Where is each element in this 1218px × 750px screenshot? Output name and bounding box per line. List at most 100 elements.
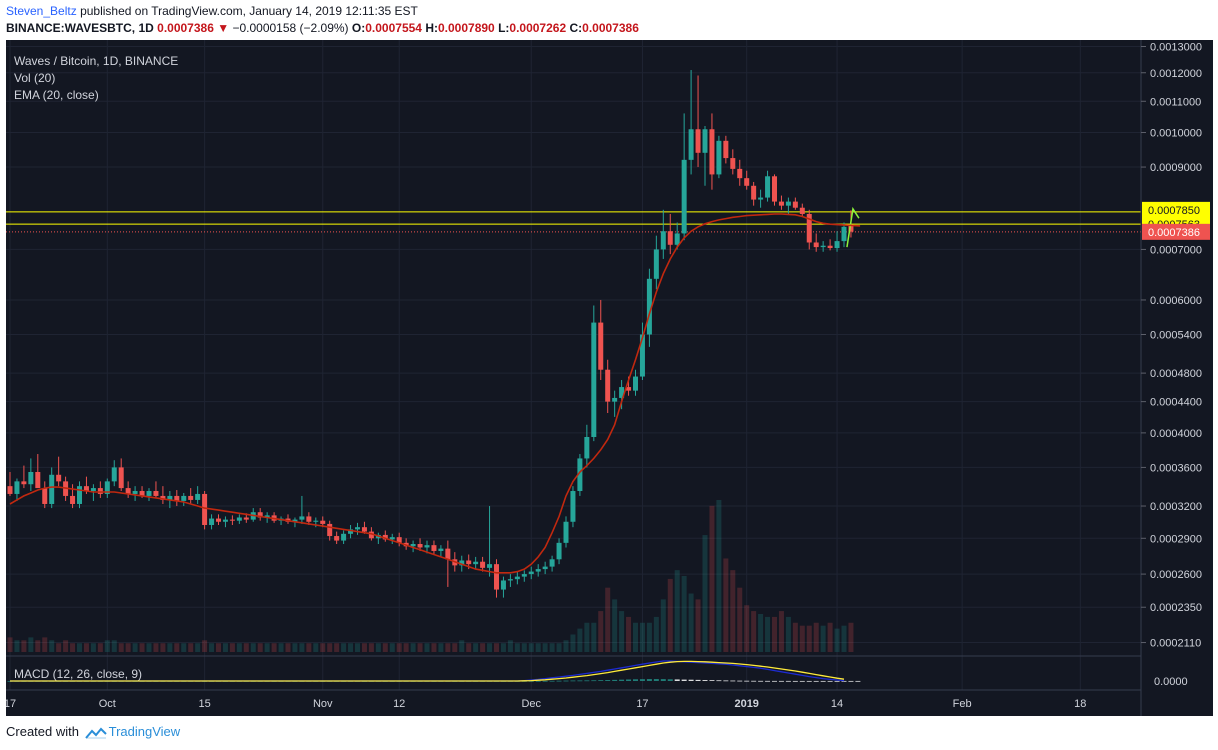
candle-body bbox=[570, 491, 576, 522]
volume-bar bbox=[320, 643, 326, 652]
candle-body bbox=[528, 571, 534, 575]
volume-bar bbox=[633, 622, 638, 652]
candle-body bbox=[257, 512, 263, 518]
candle-body bbox=[445, 548, 451, 560]
volume-bar bbox=[28, 637, 34, 652]
candle-body bbox=[639, 334, 645, 377]
candle-body bbox=[841, 226, 847, 242]
macd-histogram-bar bbox=[716, 680, 722, 682]
candle-body bbox=[723, 140, 729, 159]
volume-bar bbox=[667, 578, 673, 652]
volume-bar bbox=[361, 643, 367, 652]
macd-pane bbox=[7, 660, 861, 682]
candle-body bbox=[97, 488, 103, 494]
candle-body bbox=[459, 560, 465, 566]
candle-body bbox=[827, 245, 833, 249]
close-label: C: bbox=[569, 21, 583, 35]
volume-bar bbox=[500, 643, 506, 652]
candle-body bbox=[681, 159, 687, 234]
candle-body bbox=[313, 520, 319, 522]
volume-bar bbox=[563, 640, 569, 652]
macd-histogram-bar bbox=[598, 680, 604, 681]
volume-bar bbox=[139, 643, 145, 652]
candle-body bbox=[83, 486, 89, 492]
candle-body bbox=[42, 488, 48, 504]
candle-body bbox=[236, 517, 242, 521]
macd-histogram-bar bbox=[799, 680, 805, 682]
volume-bar bbox=[459, 640, 465, 652]
candle-body bbox=[598, 322, 604, 370]
volume-bar bbox=[466, 643, 472, 652]
volume-bar bbox=[229, 643, 235, 652]
y-tick-label: 0.0004400 bbox=[1150, 397, 1202, 409]
macd-histogram-bar bbox=[785, 680, 791, 682]
candle-body bbox=[619, 387, 625, 398]
candle-body bbox=[104, 481, 110, 494]
candle-body bbox=[605, 369, 611, 402]
volume-bar bbox=[841, 625, 847, 652]
volume-bar bbox=[535, 643, 541, 652]
legend-macd: MACD (12, 26, close, 9) bbox=[14, 667, 142, 681]
chart-container[interactable]: 0.0013000 0.0012000 0.0011000 0.0010000 0.00… bbox=[6, 40, 1213, 716]
volume-bar bbox=[209, 643, 215, 652]
candle-body bbox=[327, 523, 333, 537]
candle-body bbox=[174, 495, 180, 501]
volume-bar bbox=[765, 616, 771, 652]
down-arrow-icon: ▼ bbox=[217, 21, 230, 35]
ema-line bbox=[9, 213, 861, 574]
candle-body bbox=[834, 241, 840, 249]
high-value: 0.0007890 bbox=[437, 21, 495, 35]
volume-bar bbox=[542, 643, 548, 652]
author-link[interactable]: Steven_Beltz bbox=[6, 4, 77, 18]
candle-body bbox=[556, 542, 562, 560]
volume-bar bbox=[348, 643, 354, 652]
volume-bar bbox=[417, 643, 423, 652]
volume-bar bbox=[278, 643, 284, 652]
tradingview-logo-icon bbox=[84, 727, 107, 739]
volume-bar bbox=[681, 576, 687, 652]
y-tick-label: 0.0002350 bbox=[1150, 602, 1202, 614]
macd-histogram-bar bbox=[834, 680, 840, 682]
price-label-text: 0.0007386 bbox=[1148, 227, 1200, 239]
volume-bar bbox=[653, 616, 659, 652]
candle-body bbox=[806, 213, 812, 243]
candles bbox=[7, 70, 860, 598]
volume-bar bbox=[195, 643, 201, 652]
volume-bar bbox=[216, 643, 221, 652]
volume-bar bbox=[97, 643, 103, 652]
volume-bar bbox=[167, 643, 173, 652]
volume-bar bbox=[146, 643, 152, 652]
x-tick-label: 12 bbox=[393, 698, 405, 710]
candle-body bbox=[146, 491, 152, 496]
volume-bar bbox=[111, 640, 117, 652]
price-change: −0.0000158 (−2.09%) bbox=[232, 21, 349, 35]
candle-body bbox=[90, 488, 96, 492]
price-axis[interactable]: 0.0013000 0.0012000 0.0011000 0.0010000 0.00… bbox=[1141, 42, 1202, 688]
volume-bar bbox=[723, 558, 729, 652]
volume-bar bbox=[639, 622, 645, 652]
volume-bar bbox=[35, 640, 41, 652]
candle-body bbox=[424, 545, 430, 548]
volume-bar bbox=[355, 643, 360, 652]
candle-body bbox=[751, 185, 757, 200]
horizontal-lines bbox=[6, 211, 1141, 233]
y-tick-label: 0.0002900 bbox=[1150, 533, 1202, 545]
macd-histogram-bar bbox=[688, 679, 694, 681]
macd-histogram-bar bbox=[702, 680, 708, 681]
candle-body bbox=[209, 518, 215, 526]
volume-bar bbox=[327, 643, 333, 652]
volume-bar bbox=[813, 622, 819, 652]
tradingview-brand[interactable]: TradingView bbox=[108, 724, 181, 739]
created-with-text: Created with bbox=[6, 724, 79, 739]
time-axis[interactable]: 17 Oct 15 Nov 12 Dec 17 2019 14 Feb 18 bbox=[6, 698, 1086, 710]
volume-bars bbox=[7, 500, 854, 652]
macd-histogram-bar bbox=[577, 680, 583, 682]
macd-histogram-bar bbox=[806, 680, 812, 682]
volume-bar bbox=[375, 643, 381, 652]
volume-bar bbox=[758, 614, 764, 652]
macd-histogram-bar bbox=[660, 679, 666, 681]
macd-histogram-bar bbox=[792, 680, 798, 682]
volume-bar bbox=[257, 643, 263, 652]
price-chart[interactable]: 0.0013000 0.0012000 0.0011000 0.0010000 0.00… bbox=[6, 40, 1213, 716]
volume-bar bbox=[56, 643, 62, 652]
